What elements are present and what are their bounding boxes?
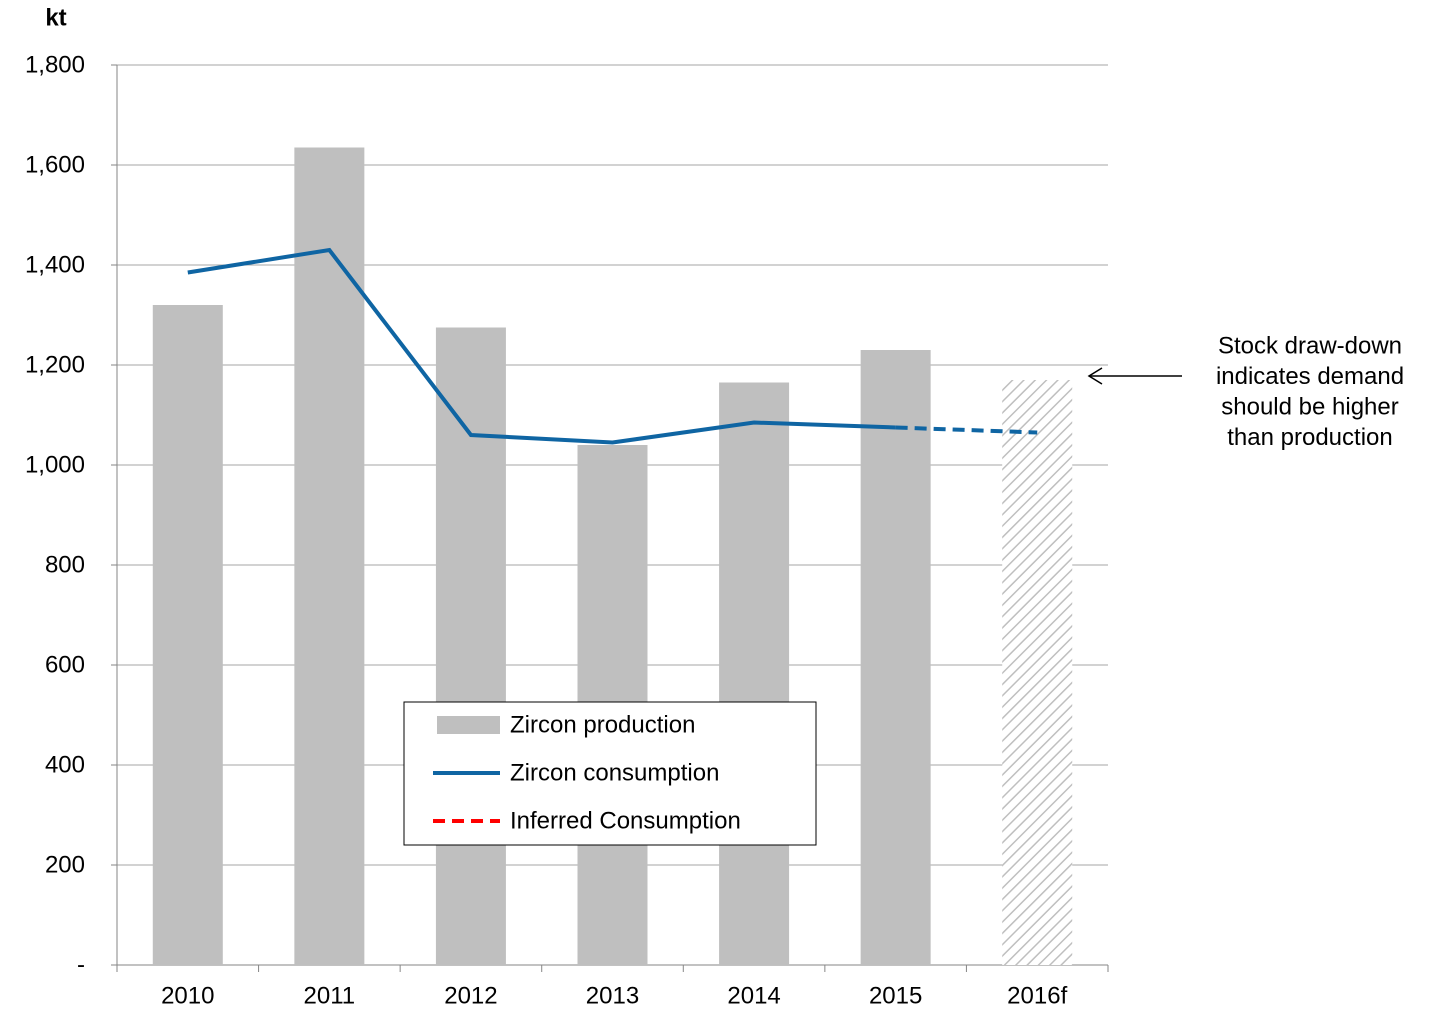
y-tick-label: 1,400 bbox=[25, 251, 85, 278]
x-tick-label: 2015 bbox=[869, 982, 922, 1009]
y-tick-label: 800 bbox=[45, 551, 85, 578]
bar bbox=[860, 350, 931, 965]
legend-label: Zircon production bbox=[510, 711, 695, 738]
y-tick-label: 1,200 bbox=[25, 351, 85, 378]
line-series bbox=[187, 247, 896, 445]
y-tick-label: 600 bbox=[45, 651, 85, 678]
y-tick-label: 1,600 bbox=[25, 151, 85, 178]
legend-swatch bbox=[437, 716, 500, 734]
y-tick-label: 400 bbox=[45, 751, 85, 778]
y-axis-label: kt bbox=[45, 4, 66, 31]
x-tick-label: 2014 bbox=[727, 982, 780, 1009]
annotation: should be higher bbox=[1221, 393, 1398, 420]
y-tick-label: 1,800 bbox=[25, 51, 85, 78]
y-tick-label: - bbox=[77, 951, 85, 978]
y-tick-label: 200 bbox=[45, 851, 85, 878]
bar bbox=[435, 327, 506, 965]
legend-label: Inferred Consumption bbox=[510, 807, 741, 834]
annotation: than production bbox=[1227, 424, 1392, 451]
x-tick-label: 2012 bbox=[444, 982, 497, 1009]
x-tick-label: 2013 bbox=[586, 982, 639, 1009]
x-tick-label: 2011 bbox=[304, 982, 356, 1009]
x-tick-label: 2010 bbox=[161, 982, 214, 1009]
annotation-arrowhead bbox=[1087, 367, 1103, 385]
line-series bbox=[895, 425, 1038, 435]
y-tick-label: 1,000 bbox=[25, 451, 85, 478]
bar bbox=[719, 382, 790, 965]
annotation: indicates demand bbox=[1216, 363, 1404, 390]
annotation: Stock draw-down bbox=[1218, 332, 1402, 359]
bar bbox=[1002, 380, 1073, 965]
bar bbox=[152, 305, 223, 965]
legend-label: Zircon consumption bbox=[510, 759, 719, 786]
bar bbox=[294, 147, 365, 965]
x-tick-label: 2016f bbox=[1007, 982, 1067, 1009]
